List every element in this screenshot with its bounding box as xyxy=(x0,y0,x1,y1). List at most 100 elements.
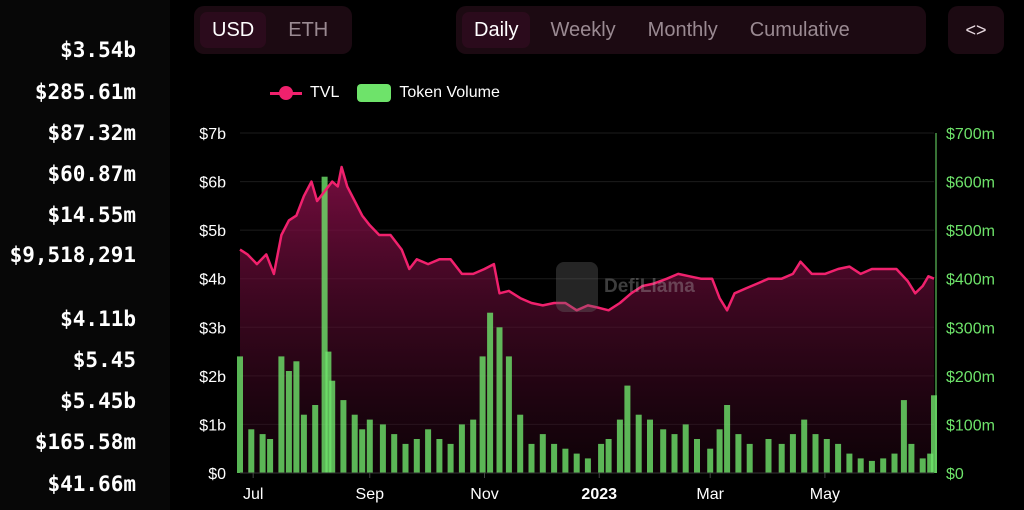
stat-value: $87.32m xyxy=(47,121,136,145)
volume-bar xyxy=(846,453,853,473)
stats-column: $3.54b $285.61m $87.32m $60.87m $14.55m … xyxy=(0,0,170,510)
volume-bar xyxy=(891,453,898,473)
y-right-tick-label: $200m xyxy=(946,369,995,386)
volume-bar xyxy=(812,434,819,473)
volume-bar xyxy=(300,414,307,473)
volume-bar xyxy=(267,439,274,473)
volume-bar xyxy=(325,351,332,473)
volume-bar xyxy=(735,434,742,473)
x-tick-label: May xyxy=(810,486,840,503)
y-right-tick-label: $300m xyxy=(946,320,995,337)
volume-bar xyxy=(716,429,723,473)
volume-bar xyxy=(584,458,591,473)
volume-bar xyxy=(835,443,842,473)
volume-bar xyxy=(312,405,319,473)
volume-bar xyxy=(505,356,512,473)
volume-bar xyxy=(908,443,915,473)
stat-value: $3.54b xyxy=(60,38,136,62)
legend-item-tvl[interactable]: TVL xyxy=(270,84,339,102)
volume-bar xyxy=(321,176,328,473)
tvl-line xyxy=(239,165,935,312)
volume-bar xyxy=(624,385,631,473)
stat-value: $285.61m xyxy=(34,80,136,104)
volume-bar xyxy=(857,458,864,473)
legend-label-volume: Token Volume xyxy=(399,84,500,101)
volume-bar xyxy=(598,443,605,473)
y-left-tick-label: $2b xyxy=(199,369,226,386)
volume-bar xyxy=(329,380,336,473)
volume-bar xyxy=(248,429,255,473)
volume-bar xyxy=(413,439,420,473)
volume-bar xyxy=(778,443,785,473)
currency-usd-button[interactable]: USD xyxy=(200,12,267,48)
embed-button[interactable]: <> xyxy=(948,6,1004,54)
volume-swatch xyxy=(357,84,392,102)
volume-bar xyxy=(425,429,432,473)
watermark: DefiLlama xyxy=(556,262,695,312)
volume-bar xyxy=(927,453,934,473)
y-left-tick-label: $5b xyxy=(199,223,226,240)
volume-bar xyxy=(447,443,454,473)
legend-item-volume[interactable]: Token Volume xyxy=(357,84,500,102)
period-cumulative-button[interactable]: Cumulative xyxy=(749,19,850,41)
x-tick-label: Nov xyxy=(470,486,498,503)
code-brackets-icon: <> xyxy=(965,19,987,40)
stat-value: $41.66m xyxy=(47,472,136,496)
stat-value: $9,518,291 xyxy=(9,243,136,267)
currency-eth-button[interactable]: ETH xyxy=(288,19,329,41)
volume-bar xyxy=(237,356,243,473)
volume-bar xyxy=(436,439,443,473)
volume-bar xyxy=(746,443,753,473)
volume-bar xyxy=(402,443,409,473)
y-left-tick-label: $4b xyxy=(199,272,226,289)
volume-bar xyxy=(671,434,678,473)
volume-bar xyxy=(919,458,926,473)
volume-bar xyxy=(479,356,486,473)
y-right-tick-label: $600m xyxy=(946,175,995,192)
volume-bar xyxy=(789,434,796,473)
y-left-tick-label: $7b xyxy=(199,126,226,143)
volume-bar xyxy=(496,327,503,473)
watermark-text: DefiLlama xyxy=(604,276,695,297)
volume-bar xyxy=(391,434,398,473)
x-tick-label: Sep xyxy=(356,486,385,503)
volume-bar xyxy=(259,434,266,473)
llama-logo-icon xyxy=(556,262,598,312)
tvl-area xyxy=(240,167,934,473)
volume-bar xyxy=(285,371,292,473)
stat-value: $60.87m xyxy=(47,162,136,186)
volume-bar xyxy=(487,312,494,473)
volume-bar xyxy=(647,419,653,473)
volume-bar xyxy=(660,429,667,473)
tvl-swatch xyxy=(270,85,302,100)
volume-bar xyxy=(470,419,477,473)
volume-bar xyxy=(801,419,808,473)
volume-bar xyxy=(293,361,300,473)
volume-bar xyxy=(528,443,535,473)
currency-toggle: USD ETH xyxy=(194,6,352,54)
volume-bar xyxy=(765,439,772,473)
volume-bar xyxy=(694,439,700,473)
volume-bar xyxy=(823,439,830,473)
stat-value: $4.11b xyxy=(60,307,136,331)
y-right-tick-label: $400m xyxy=(946,272,995,289)
volume-bar xyxy=(340,400,347,473)
period-weekly-button[interactable]: Weekly xyxy=(550,19,616,41)
volume-bar xyxy=(682,424,689,473)
volume-bar xyxy=(605,439,612,473)
chart-legend: TVL Token Volume xyxy=(270,84,518,102)
period-monthly-button[interactable]: Monthly xyxy=(647,19,718,41)
x-tick-label: Jul xyxy=(243,486,263,503)
stat-value: $5.45 xyxy=(72,348,136,372)
period-daily-button[interactable]: Daily xyxy=(462,12,531,48)
volume-bar xyxy=(616,419,623,473)
volume-bar xyxy=(573,453,580,473)
y-right-tick-label: $0 xyxy=(946,466,964,483)
volume-bar xyxy=(539,434,546,473)
x-tick-label: 2023 xyxy=(581,486,617,503)
volume-bar xyxy=(366,419,373,473)
volume-bar xyxy=(458,424,465,473)
legend-label-tvl: TVL xyxy=(310,84,340,101)
volume-bar xyxy=(724,405,731,473)
